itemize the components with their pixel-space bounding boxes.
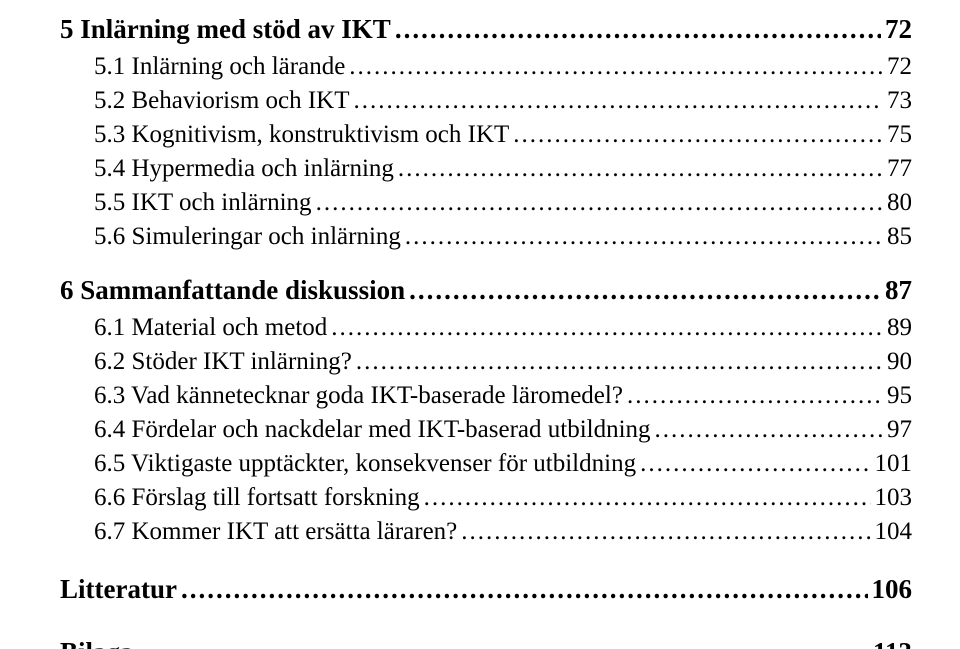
toc-label: 5 Inlärning med stöd av IKT bbox=[60, 14, 391, 45]
toc-dots bbox=[627, 382, 883, 410]
toc-entry-bilaga: Bilaga 113 bbox=[60, 637, 912, 649]
toc-page-number: 80 bbox=[887, 189, 912, 217]
toc-page-number: 87 bbox=[885, 275, 912, 306]
toc-label: 6.3 Vad kännetecknar goda IKT-baserade l… bbox=[94, 382, 623, 410]
toc-page-number: 73 bbox=[887, 87, 912, 115]
toc-page-number: 103 bbox=[875, 484, 913, 512]
toc-dots bbox=[513, 121, 883, 149]
toc-label: 6.1 Material och metod bbox=[94, 314, 327, 342]
toc-page-number: 95 bbox=[887, 382, 912, 410]
toc-label: 6 Sammanfattande diskussion bbox=[60, 275, 405, 306]
toc-page-number: 97 bbox=[887, 416, 912, 444]
toc-entry-5-2: 5.2 Behaviorism och IKT 73 bbox=[60, 87, 912, 115]
toc-entry-5-1: 5.1 Inlärning och lärande 72 bbox=[60, 53, 912, 81]
toc-dots bbox=[395, 14, 881, 45]
toc-dots bbox=[461, 518, 870, 546]
toc-entry-5-3: 5.3 Kognitivism, konstruktivism och IKT … bbox=[60, 121, 912, 149]
toc-label: 5.2 Behaviorism och IKT bbox=[94, 87, 350, 115]
toc-dots bbox=[354, 87, 883, 115]
toc-dots bbox=[405, 223, 883, 251]
toc-entry-ch6: 6 Sammanfattande diskussion 87 bbox=[60, 275, 912, 306]
toc-dots bbox=[181, 574, 868, 605]
toc-label: Bilaga bbox=[60, 637, 134, 649]
toc-entry-litteratur: Litteratur 106 bbox=[60, 574, 912, 605]
toc-dots bbox=[398, 155, 883, 183]
toc-dots bbox=[138, 637, 869, 649]
toc-dots bbox=[409, 275, 881, 306]
toc-label: 6.7 Kommer IKT att ersätta läraren? bbox=[94, 518, 457, 546]
toc-page-number: 113 bbox=[873, 637, 912, 649]
toc-label: 5.3 Kognitivism, konstruktivism och IKT bbox=[94, 121, 509, 149]
toc-entry-6-1: 6.1 Material och metod 89 bbox=[60, 314, 912, 342]
toc-page-number: 104 bbox=[875, 518, 913, 546]
toc-dots bbox=[356, 348, 883, 376]
toc-label: 6.6 Förslag till fortsatt forskning bbox=[94, 484, 420, 512]
toc-dots bbox=[349, 53, 883, 81]
toc-entry-6-5: 6.5 Viktigaste upptäckter, konsekvenser … bbox=[60, 450, 912, 478]
toc-dots bbox=[424, 484, 871, 512]
toc-label: 6.5 Viktigaste upptäckter, konsekvenser … bbox=[94, 450, 636, 478]
toc-dots bbox=[640, 450, 870, 478]
toc-entry-5-5: 5.5 IKT och inlärning 80 bbox=[60, 189, 912, 217]
toc-page: 5 Inlärning med stöd av IKT 72 5.1 Inlär… bbox=[0, 0, 960, 649]
toc-page-number: 101 bbox=[875, 450, 913, 478]
toc-entry-ch5: 5 Inlärning med stöd av IKT 72 bbox=[60, 14, 912, 45]
toc-entry-6-4: 6.4 Fördelar och nackdelar med IKT-baser… bbox=[60, 416, 912, 444]
toc-entry-6-2: 6.2 Stöder IKT inlärning? 90 bbox=[60, 348, 912, 376]
toc-label: 6.2 Stöder IKT inlärning? bbox=[94, 348, 352, 376]
toc-page-number: 89 bbox=[887, 314, 912, 342]
toc-page-number: 72 bbox=[887, 53, 912, 81]
toc-label: 5.4 Hypermedia och inlärning bbox=[94, 155, 394, 183]
toc-dots bbox=[331, 314, 883, 342]
toc-page-number: 85 bbox=[887, 223, 912, 251]
toc-page-number: 106 bbox=[872, 574, 913, 605]
toc-entry-5-4: 5.4 Hypermedia och inlärning 77 bbox=[60, 155, 912, 183]
toc-entry-6-3: 6.3 Vad kännetecknar goda IKT-baserade l… bbox=[60, 382, 912, 410]
toc-page-number: 75 bbox=[887, 121, 912, 149]
toc-label: 6.4 Fördelar och nackdelar med IKT-baser… bbox=[94, 416, 651, 444]
toc-label: 5.6 Simuleringar och inlärning bbox=[94, 223, 401, 251]
toc-label: 5.5 IKT och inlärning bbox=[94, 189, 312, 217]
toc-dots bbox=[316, 189, 883, 217]
toc-label: Litteratur bbox=[60, 574, 177, 605]
toc-entry-6-6: 6.6 Förslag till fortsatt forskning 103 bbox=[60, 484, 912, 512]
toc-page-number: 77 bbox=[887, 155, 912, 183]
toc-page-number: 90 bbox=[887, 348, 912, 376]
toc-entry-5-6: 5.6 Simuleringar och inlärning 85 bbox=[60, 223, 912, 251]
toc-entry-6-7: 6.7 Kommer IKT att ersätta läraren? 104 bbox=[60, 518, 912, 546]
toc-page-number: 72 bbox=[885, 14, 912, 45]
toc-label: 5.1 Inlärning och lärande bbox=[94, 53, 345, 81]
toc-dots bbox=[655, 416, 883, 444]
